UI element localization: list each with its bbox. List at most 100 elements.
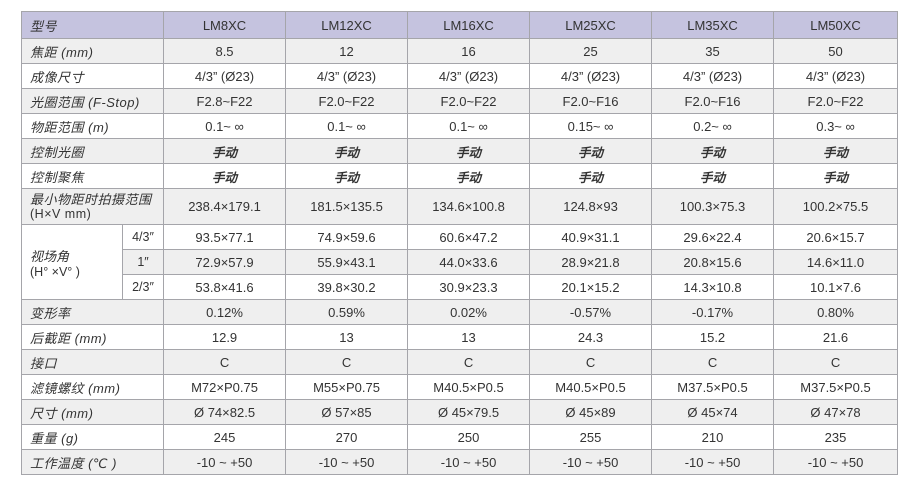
cell-value: 4/3” (Ø23) — [529, 63, 653, 89]
cell-value: 72.9×57.9 — [163, 249, 287, 275]
row-image-size: 成像尺寸 4/3” (Ø23) 4/3” (Ø23) 4/3” (Ø23) 4/… — [20, 63, 899, 89]
cell-value: 250 — [407, 424, 531, 450]
cell-value: 255 — [529, 424, 653, 450]
cell-value: -10 ~ +50 — [285, 449, 409, 475]
cell-value: 0.1~ ∞ — [285, 113, 409, 139]
row-label: 尺寸 (mm) — [20, 399, 165, 425]
cell-value: -10 ~ +50 — [529, 449, 653, 475]
cell-value: 20.6×15.7 — [773, 224, 899, 250]
row-label: 最小物距时拍摄范围 (H×V mm) — [20, 188, 165, 225]
cell-value: 15.2 — [651, 324, 775, 350]
cell-value: 4/3” (Ø23) — [651, 63, 775, 89]
row-label-line2: (H×V mm) — [30, 207, 92, 221]
cell-value: 8.5 — [163, 38, 287, 64]
cell-value: -10 ~ +50 — [773, 449, 899, 475]
cell-value: M37.5×P0.5 — [773, 374, 899, 400]
model-header: LM50XC — [773, 11, 899, 39]
lens-spec-sheet: 型号 LM8XC LM12XC LM16XC LM25XC LM35XC LM5… — [20, 11, 899, 475]
cell-value: 手动 — [651, 138, 775, 164]
cell-value: 手动 — [773, 138, 899, 164]
cell-value: 0.02% — [407, 299, 531, 325]
cell-value: 4/3” (Ø23) — [407, 63, 531, 89]
cell-value: 21.6 — [773, 324, 899, 350]
cell-value: 28.9×21.8 — [529, 249, 653, 275]
cell-value: 20.8×15.6 — [651, 249, 775, 275]
cell-value: 0.80% — [773, 299, 899, 325]
cell-value: 93.5×77.1 — [163, 224, 287, 250]
cell-value: Ø 74×82.5 — [163, 399, 287, 425]
row-label-line1: 最小物距时拍摄范围 — [30, 192, 152, 207]
cell-value: Ø 45×79.5 — [407, 399, 531, 425]
cell-value: F2.0~F22 — [285, 88, 409, 114]
fov-sub-size: 1″ — [121, 249, 165, 275]
cell-value: -0.17% — [651, 299, 775, 325]
cell-value: 20.1×15.2 — [529, 274, 653, 300]
cell-value: 60.6×47.2 — [407, 224, 531, 250]
cell-value: 100.2×75.5 — [773, 188, 899, 225]
cell-value: 210 — [651, 424, 775, 450]
cell-value: 24.3 — [529, 324, 653, 350]
cell-value: 25 — [529, 38, 653, 64]
row-label: 重量 (g) — [20, 424, 165, 450]
cell-value: C — [651, 349, 775, 375]
cell-value: C — [163, 349, 287, 375]
fov-label-line1: 视场角 — [30, 248, 70, 264]
cell-value: 235 — [773, 424, 899, 450]
row-label: 滤镜螺纹 (mm) — [20, 374, 165, 400]
cell-value: 0.3~ ∞ — [773, 113, 899, 139]
cell-value: 10.1×7.6 — [773, 274, 899, 300]
cell-value: Ø 45×74 — [651, 399, 775, 425]
cell-value: M37.5×P0.5 — [651, 374, 775, 400]
cell-value: F2.0~F22 — [773, 88, 899, 114]
row-fov-4-3: 视场角 (H° ×V° ) 4/3″ 93.5×77.1 74.9×59.6 6… — [21, 224, 899, 300]
cell-value: 0.15~ ∞ — [529, 113, 653, 139]
cell-value: 13 — [285, 324, 409, 350]
row-label: 接口 — [20, 349, 165, 375]
cell-value: 手动 — [163, 163, 287, 189]
cell-value: Ø 45×89 — [529, 399, 653, 425]
cell-value: 12.9 — [163, 324, 287, 350]
cell-value: F2.8~F22 — [163, 88, 287, 114]
cell-value: M40.5×P0.5 — [529, 374, 653, 400]
cell-value: 16 — [407, 38, 531, 64]
row-filter-thread: 滤镜螺纹 (mm) M72×P0.75 M55×P0.75 M40.5×P0.5… — [20, 374, 899, 400]
row-label: 光圈范围 (F-Stop) — [20, 88, 165, 114]
row-fov-1: 1″ 72.9×57.9 55.9×43.1 44.0×33.6 28.9×21… — [22, 249, 899, 275]
cell-value: 35 — [651, 38, 775, 64]
row-mount: 接口 C C C C C C — [20, 349, 899, 375]
cell-value: 40.9×31.1 — [529, 224, 653, 250]
cell-value: C — [529, 349, 653, 375]
cell-value: 245 — [163, 424, 287, 450]
cell-value: 270 — [285, 424, 409, 450]
cell-value: 手动 — [285, 138, 409, 164]
row-weight: 重量 (g) 245 270 250 255 210 235 — [20, 424, 899, 450]
row-label: 控制聚焦 — [20, 163, 165, 189]
model-header: LM12XC — [285, 11, 409, 39]
cell-value: 50 — [773, 38, 899, 64]
cell-value: 12 — [285, 38, 409, 64]
row-label: 成像尺寸 — [20, 63, 165, 89]
row-label: 控制光圈 — [20, 138, 165, 164]
cell-value: F2.0~F22 — [407, 88, 531, 114]
cell-value: 74.9×59.6 — [285, 224, 409, 250]
cell-value: 14.3×10.8 — [651, 274, 775, 300]
row-fov-2-3: 2/3″ 53.8×41.6 39.8×30.2 30.9×23.3 20.1×… — [22, 274, 899, 300]
row-label: 工作温度 (℃ ) — [20, 449, 165, 475]
cell-value: -0.57% — [529, 299, 653, 325]
cell-value: 手动 — [529, 163, 653, 189]
cell-value: F2.0~F16 — [529, 88, 653, 114]
cell-value: 手动 — [773, 163, 899, 189]
row-focal-length: 焦距 (mm) 8.5 12 16 25 35 50 — [20, 38, 899, 64]
model-header: LM8XC — [163, 11, 287, 39]
cell-value: 14.6×11.0 — [773, 249, 899, 275]
row-min-shooting-range: 最小物距时拍摄范围 (H×V mm) 238.4×179.1 181.5×135… — [20, 188, 899, 225]
row-label: 变形率 — [20, 299, 165, 325]
cell-value: M72×P0.75 — [163, 374, 287, 400]
cell-value: -10 ~ +50 — [407, 449, 531, 475]
cell-value: 手动 — [163, 138, 287, 164]
cell-value: 39.8×30.2 — [285, 274, 409, 300]
cell-value: 0.1~ ∞ — [407, 113, 531, 139]
fov-sub-size: 2/3″ — [121, 274, 165, 300]
cell-value: 124.8×93 — [529, 188, 653, 225]
cell-value: 0.12% — [163, 299, 287, 325]
